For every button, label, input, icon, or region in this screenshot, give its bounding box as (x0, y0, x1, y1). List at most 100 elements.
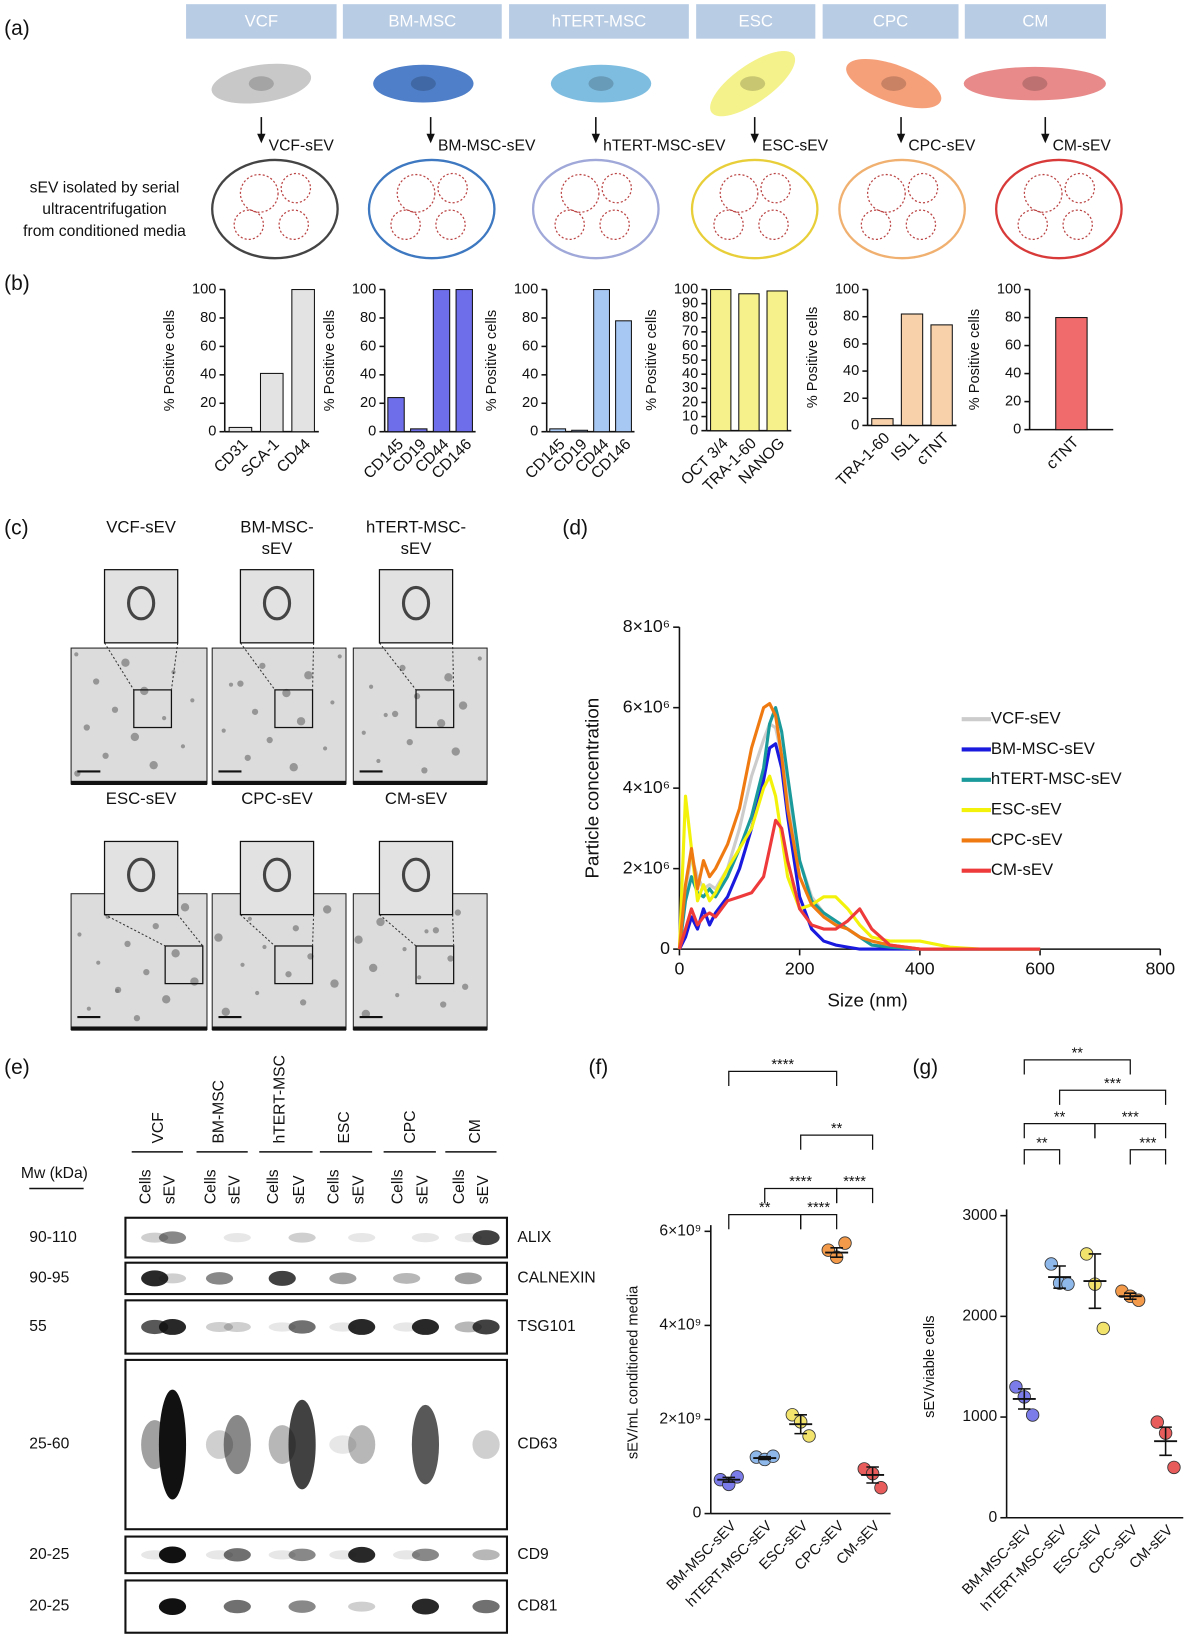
tem-particle (330, 700, 335, 705)
zoom-box (164, 945, 204, 985)
y-tick-label: 90 (682, 296, 698, 312)
tem-particle (180, 744, 186, 749)
bar (930, 324, 953, 426)
significance-label: **** (789, 1174, 812, 1190)
tem-particle (105, 914, 110, 919)
bar (593, 289, 610, 433)
data-point (1009, 1380, 1023, 1394)
x-tick-label: 200 (785, 959, 815, 979)
legend-label: hTERT-MSC-sEV (991, 769, 1123, 788)
blot-frame (124, 1216, 509, 1259)
sample-label: sEV (226, 1175, 243, 1204)
error-bar (866, 1466, 879, 1484)
tem-particle (221, 1007, 230, 1017)
bar (228, 426, 253, 433)
significance-bracket (1023, 1059, 1131, 1075)
vesicle (907, 172, 939, 204)
bar (291, 289, 315, 433)
sample-label: Cells (451, 1169, 468, 1204)
tem-particle (111, 706, 119, 713)
bar (1055, 317, 1088, 431)
data-point (1096, 1321, 1110, 1336)
significance-label: **** (771, 1057, 794, 1073)
tem-inset (378, 840, 454, 916)
tem-label: sEV (262, 539, 294, 558)
blot-band (288, 1548, 316, 1562)
blot-band (268, 1270, 296, 1286)
vesicle (233, 209, 265, 240)
cell-body (373, 64, 474, 103)
tem-particle (285, 971, 292, 978)
sample-label: sEV (291, 1175, 308, 1204)
tem-particle (330, 979, 339, 988)
tem-particle (149, 760, 158, 770)
vesicle (713, 209, 744, 240)
y-tick-label: 10 (682, 408, 698, 424)
data-point (1167, 1460, 1181, 1475)
tem-inset (378, 569, 454, 644)
tem-particle (247, 916, 252, 921)
tem-particle (93, 678, 100, 685)
tem-particle (454, 909, 461, 916)
header-box (509, 4, 689, 39)
panel-label: (f) (589, 1056, 609, 1079)
cell-type: CM (1022, 11, 1048, 30)
data-point (1044, 1257, 1058, 1271)
y-tick-label: 0 (1013, 421, 1021, 437)
blot-band (329, 1272, 357, 1285)
significance-bracket (800, 1134, 874, 1150)
vesicle (280, 172, 312, 204)
significance-label: *** (1104, 1076, 1121, 1092)
tem-particle (477, 656, 482, 661)
tem-label: ESC-sEV (106, 789, 177, 808)
vesicle (554, 209, 585, 240)
y-axis-label: Particle concentration (582, 698, 603, 879)
vesicle (601, 172, 632, 204)
tem-particle (237, 680, 244, 687)
protein-label: TSG101 (517, 1318, 575, 1335)
cell-type: BM-MSC (388, 11, 456, 30)
y-tick-label: 40 (522, 367, 538, 383)
y-tick-label: 60 (360, 338, 376, 354)
tem-particle (436, 719, 446, 728)
tem-particle (300, 999, 307, 1006)
mw-label: 20-25 (29, 1598, 69, 1615)
x-tick-label: cTNT (1043, 433, 1082, 472)
blot-band (411, 1233, 440, 1243)
lane-label: VCF (150, 1112, 167, 1143)
tem-particle (130, 732, 140, 742)
tem-inset (239, 840, 315, 916)
x-tick-label: 800 (1145, 959, 1175, 979)
zoom-line (240, 914, 315, 947)
vesicle (760, 172, 791, 204)
significance-label: ** (1054, 1109, 1066, 1125)
protein-label: CD63 (517, 1436, 557, 1453)
vesicle (905, 209, 937, 240)
tem-particle (383, 712, 388, 718)
cell-body (710, 50, 796, 117)
error-bar (830, 1247, 843, 1258)
blot-band (472, 1599, 500, 1614)
legend-label: BM-MSC-sEV (991, 739, 1096, 758)
y-axis-label: % Positive cells (644, 309, 660, 411)
blot-band (141, 1270, 169, 1287)
tem-particle (424, 929, 429, 934)
isolation-text: sEV isolated by serial (30, 179, 180, 196)
tem-image (70, 893, 208, 1031)
cell-type: hTERT-MSC (552, 11, 646, 30)
sample-label: sEV (351, 1175, 368, 1204)
sev-label: VCF-sEV (269, 137, 335, 154)
y-tick-label: 60 (200, 338, 216, 354)
y-tick-label: 60 (843, 336, 859, 352)
data-point (802, 1429, 816, 1443)
y-tick-label: 0 (660, 938, 670, 958)
bar (615, 320, 632, 433)
vesicle (437, 172, 468, 204)
cell-body (846, 58, 942, 109)
blot-band (158, 1598, 187, 1615)
bar (455, 289, 473, 433)
tem-particle (259, 662, 266, 669)
zoom-line (379, 642, 455, 691)
blot-frame (124, 1535, 509, 1575)
y-tick-label: 0 (988, 1509, 997, 1526)
